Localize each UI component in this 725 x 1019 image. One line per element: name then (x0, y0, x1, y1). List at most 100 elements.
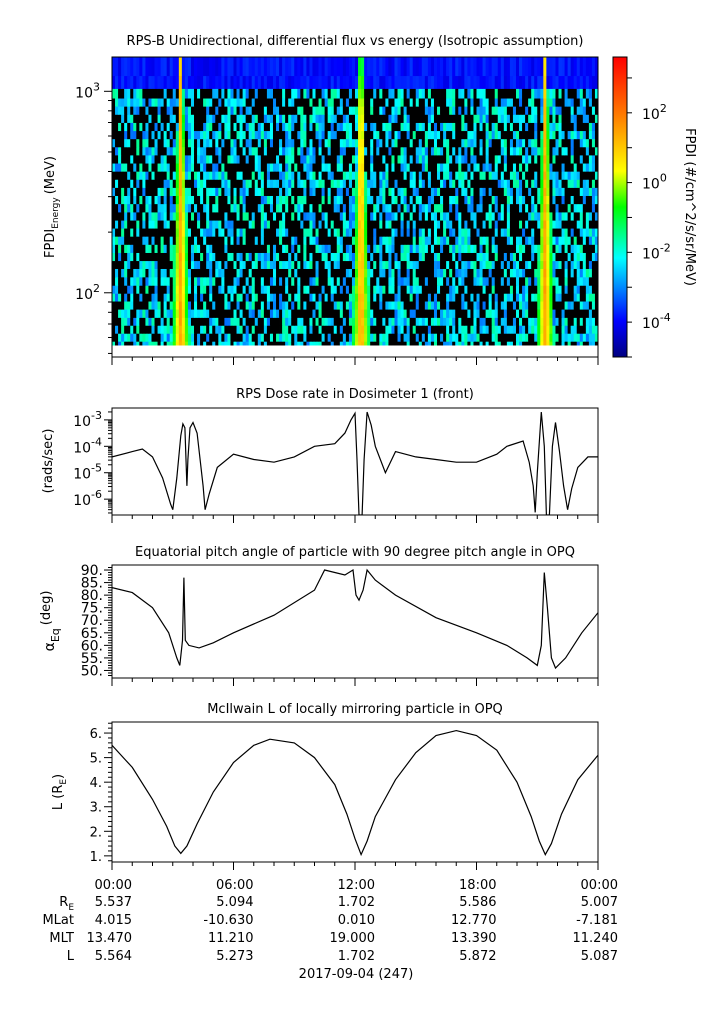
spectrogram-cell (118, 106, 122, 115)
spectrogram-cell (142, 187, 146, 196)
spectrogram-cell (151, 293, 155, 302)
spectrogram-cell (509, 122, 514, 132)
spectrogram-cell (279, 260, 283, 269)
spectrogram-cell (561, 333, 565, 342)
spectrogram-cell (391, 317, 395, 326)
spectrogram-cell (142, 171, 146, 180)
spectrogram-cell (294, 187, 298, 196)
spectrogram-cell (127, 195, 131, 205)
spectrogram-cell (446, 220, 450, 229)
spectrogram-cell (476, 122, 480, 132)
spectrogram-cell (221, 228, 225, 237)
spectrogram-cell (118, 88, 122, 99)
spectrogram-cell (455, 220, 459, 229)
spectrogram-cell (582, 130, 587, 140)
spectrogram-cell (376, 276, 380, 286)
spectrogram-cell (215, 333, 219, 342)
spectrogram-cell (187, 268, 192, 278)
spectrogram-cell (336, 122, 341, 132)
spectrogram-cell (178, 187, 183, 196)
spectrogram-cell (203, 268, 207, 278)
spectrogram-cell (151, 203, 155, 213)
spectrogram-cell (312, 268, 316, 278)
spectrogram-cell (336, 293, 341, 302)
spectrogram-cell (157, 220, 161, 229)
spectrogram-cell (564, 220, 569, 229)
spectrogram-cell (279, 212, 283, 221)
spectrogram-cell (136, 252, 140, 262)
spectrogram-cell (151, 260, 155, 269)
spectrogram-cell (251, 98, 256, 107)
spectrogram-cell (570, 163, 575, 172)
spectrogram-cell (172, 114, 177, 123)
spectrogram-cell (449, 228, 453, 237)
spectrogram-cell (494, 122, 499, 132)
spectrogram-cell (324, 260, 329, 269)
spectrogram-cell (315, 236, 319, 245)
spectrogram-cell (421, 333, 426, 342)
spectrogram-cell (127, 130, 131, 140)
spectrogram-cell (540, 179, 544, 188)
spectrogram-cell (321, 98, 326, 107)
spectrogram-cell (561, 341, 565, 346)
spectrogram-cell (224, 268, 228, 278)
spectrogram-cell (336, 341, 341, 346)
spectrogram-cell (540, 325, 544, 334)
spectrogram-cell (169, 301, 174, 310)
spectrogram-cell (519, 212, 523, 221)
spectrogram-cell (437, 114, 441, 123)
spectrogram-cell (491, 114, 496, 123)
spectrogram-cell (321, 276, 326, 286)
spectrogram-cell (470, 130, 474, 140)
spectrogram-cell (230, 293, 234, 302)
spectrogram-cell (142, 260, 146, 269)
spectrogram-cell (342, 333, 347, 342)
spectrogram-cell (227, 333, 231, 342)
spectrogram-cell (145, 285, 149, 294)
spectrogram-cell (391, 138, 395, 148)
spectrogram-cell (200, 228, 204, 237)
spectrogram-cell (497, 260, 502, 269)
spectrogram-cell (206, 293, 210, 302)
spectrogram-cell (582, 146, 587, 156)
spectrogram-cell (576, 163, 581, 172)
spectrogram-cell (437, 317, 441, 326)
spectrogram-cell (594, 187, 599, 196)
spectrogram-cell (503, 203, 508, 213)
spectrogram-cell (327, 114, 332, 123)
spectrogram-cell (203, 114, 207, 123)
spectrogram-cell (482, 341, 487, 346)
spectrogram-cell (567, 260, 572, 269)
spectrogram-cell (233, 333, 237, 342)
spectrogram-cell (497, 114, 502, 123)
spectrogram-cell (409, 171, 414, 180)
spectrogram-cell (537, 228, 541, 237)
spectrogram-cell (336, 106, 341, 115)
spectrogram-cell (327, 171, 332, 180)
spectrogram-cell (385, 146, 389, 156)
spectrogram-cell (269, 301, 274, 310)
spectrogram-cell (476, 325, 480, 334)
spectrogram-cell (351, 138, 356, 148)
spectrogram-cell (342, 244, 347, 253)
spectrogram-cell (506, 268, 511, 278)
spectrogram-cell (187, 122, 192, 132)
spectrogram-cell (282, 236, 286, 245)
spectrogram-cell (519, 325, 523, 334)
spectrogram-cell (124, 276, 128, 286)
spectrogram-cell (522, 212, 526, 221)
spectrogram-cell (473, 138, 477, 148)
spectrogram-cell (203, 244, 207, 253)
spectrogram-cell (336, 228, 341, 237)
spectrogram-cell (272, 276, 277, 286)
spectrogram-cell (430, 212, 435, 221)
spectrogram-cell (206, 138, 210, 148)
spectrogram-cell (552, 341, 556, 346)
spectrogram-cell (272, 122, 277, 132)
spectrogram-cell (303, 179, 307, 188)
spectrogram-cell (251, 220, 256, 229)
spectrogram-cell (142, 317, 146, 326)
spectrogram-cell (233, 130, 237, 140)
spectrogram-cell (315, 163, 319, 172)
spectrogram-cell (430, 228, 435, 237)
